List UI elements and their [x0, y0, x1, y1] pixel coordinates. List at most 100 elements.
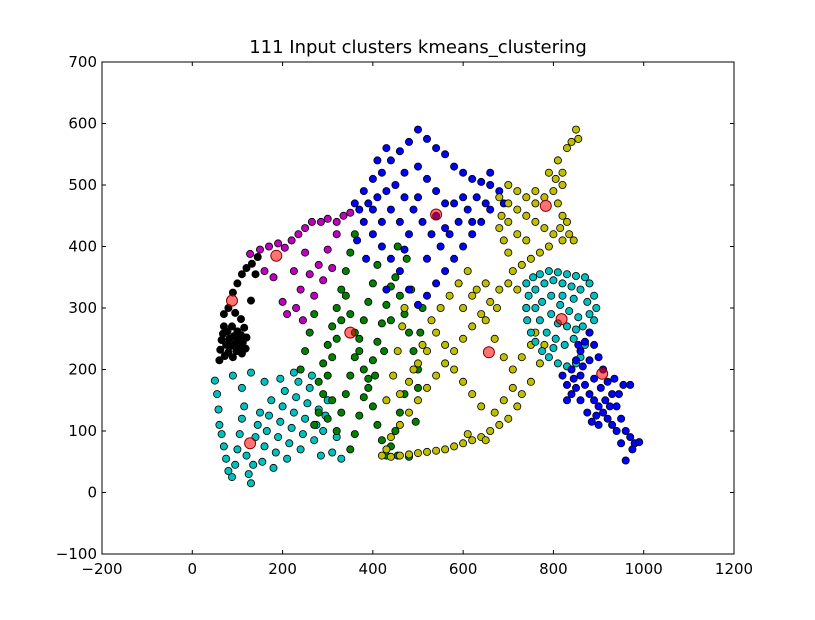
data-point [242, 263, 251, 272]
data-point [305, 383, 314, 392]
data-point [594, 402, 603, 411]
data-point [386, 316, 395, 325]
data-point [513, 402, 522, 411]
data-point [477, 177, 486, 186]
data-point [601, 396, 610, 405]
data-point [255, 408, 264, 417]
data-point [576, 371, 585, 380]
data-point [567, 365, 576, 374]
data-point [332, 230, 341, 239]
data-point [492, 303, 501, 312]
data-point [292, 393, 301, 402]
data-point [504, 279, 513, 288]
data-point [228, 371, 237, 380]
data-point [626, 380, 635, 389]
data-point [298, 316, 307, 325]
data-point [583, 297, 592, 306]
data-point [612, 426, 621, 435]
data-point [382, 187, 391, 196]
centroid-marker [596, 367, 609, 380]
data-point [422, 291, 431, 300]
data-point [486, 297, 495, 306]
data-point [241, 344, 250, 353]
data-point [540, 224, 549, 233]
data-point [296, 365, 305, 374]
data-point [432, 144, 441, 153]
data-point [517, 260, 526, 269]
data-point [563, 217, 572, 226]
data-point [314, 260, 323, 269]
data-point [513, 230, 522, 239]
data-point [285, 439, 294, 448]
data-point [246, 296, 255, 305]
data-point [355, 205, 364, 214]
data-point [558, 279, 567, 288]
data-point [450, 365, 459, 374]
data-point [242, 451, 251, 460]
data-point [576, 396, 585, 405]
data-point [486, 426, 495, 435]
data-point [504, 199, 513, 208]
data-point [569, 236, 578, 245]
data-point [402, 254, 411, 263]
data-point [432, 187, 441, 196]
data-point [477, 217, 486, 226]
x-tick-label: 200 [268, 560, 297, 578]
x-tick-label: 0 [188, 560, 198, 578]
data-point [373, 420, 382, 429]
data-point [255, 245, 264, 254]
data-point [468, 436, 477, 445]
data-point [386, 254, 395, 263]
data-point [450, 254, 459, 263]
data-point [590, 291, 599, 300]
data-point [450, 162, 459, 171]
data-point [310, 291, 319, 300]
data-point [490, 408, 499, 417]
data-point [481, 316, 490, 325]
data-point [472, 193, 481, 202]
data-point [341, 267, 350, 276]
data-point [495, 285, 504, 294]
data-point [529, 273, 538, 282]
data-point [364, 374, 373, 383]
data-point [219, 442, 228, 451]
data-point [237, 383, 246, 392]
y-tick-label: −100 [56, 545, 97, 563]
data-point [253, 252, 262, 261]
data-point [513, 187, 522, 196]
data-point [228, 353, 237, 362]
data-point [328, 396, 337, 405]
data-point [441, 340, 450, 349]
data-point [413, 193, 422, 202]
data-point [404, 328, 413, 337]
data-point [395, 291, 404, 300]
data-point [526, 254, 535, 263]
y-tick-label: 0 [87, 484, 97, 502]
data-point [271, 448, 280, 457]
data-point [269, 273, 278, 282]
data-point [359, 316, 368, 325]
data-point [427, 316, 436, 325]
data-point [547, 291, 556, 300]
data-point [572, 356, 581, 365]
data-point [531, 217, 540, 226]
data-point [280, 386, 289, 395]
data-point [563, 396, 572, 405]
data-point [590, 316, 599, 325]
data-point [305, 328, 314, 337]
data-point [436, 242, 445, 251]
data-point [594, 353, 603, 362]
data-point [508, 383, 517, 392]
data-point [563, 270, 572, 279]
data-point [310, 420, 319, 429]
data-point [432, 371, 441, 380]
data-point [373, 260, 382, 269]
data-point [359, 187, 368, 196]
data-point [260, 267, 269, 276]
data-point [217, 430, 226, 439]
data-point [289, 267, 298, 276]
data-point [314, 408, 323, 417]
data-point [373, 193, 382, 202]
data-point [508, 365, 517, 374]
